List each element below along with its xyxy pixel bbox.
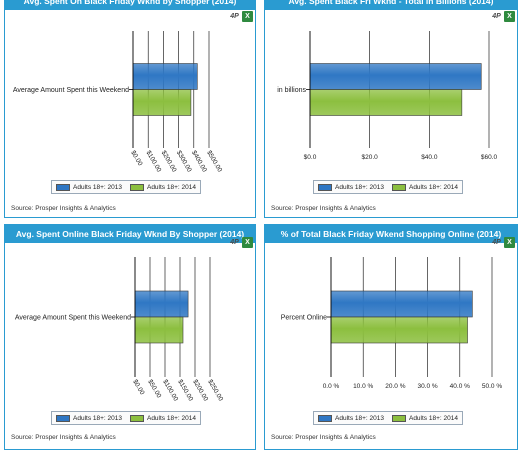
pdf-icon[interactable]: 4P [492, 239, 501, 246]
chart-panel-online-per-shopper: Avg. Spent Online Black Friday Wknd By S… [4, 224, 256, 450]
source-note: Source: Prosper Insights & Analytics [271, 205, 376, 212]
chart-title: Avg. Spent Black Fri Wknd - Total in Bil… [265, 0, 517, 10]
legend-label: Adults 18+: 2014 [408, 414, 458, 422]
x-tick-label: $60.0 [481, 154, 498, 161]
chart-legend: Adults 18+: 2013 Adults 18+: 2014 [313, 180, 463, 194]
x-tick-label: 10.0 % [353, 383, 373, 390]
excel-icon[interactable]: X [504, 237, 515, 248]
x-tick-label: $250.00 [206, 379, 224, 403]
chart-panel-percent-online: % of Total Black Friday Wkend Shopping O… [264, 224, 518, 450]
legend-swatch-2013 [318, 414, 332, 422]
legend-label: Adults 18+: 2014 [146, 414, 196, 422]
x-tick-label: $50.00 [146, 379, 162, 400]
category-label: in billions [277, 87, 306, 94]
legend-label: Adults 18+: 2014 [408, 183, 458, 191]
legend-item-2014: Adults 18+: 2014 [129, 414, 196, 422]
legend-swatch-2014 [391, 183, 406, 191]
bar-2013[interactable] [309, 63, 482, 90]
legend-item-2013: Adults 18+: 2013 [56, 183, 122, 191]
bar-2013[interactable] [330, 290, 473, 318]
chart-panel-avg-spent-per-shopper: Avg. Spent On Black Friday Wknd by Shopp… [4, 0, 256, 218]
category-label: Average Amount Spent this Weekend [15, 315, 131, 322]
legend-label: Adults 18+: 2013 [335, 414, 384, 422]
chart-title: % of Total Black Friday Wkend Shopping O… [265, 225, 517, 243]
x-tick-label: $20.0 [362, 154, 379, 161]
pdf-icon[interactable]: 4P [230, 239, 239, 246]
category-label: Percent Online [281, 315, 327, 322]
excel-icon[interactable]: X [242, 237, 253, 248]
legend-swatch-2014 [391, 414, 406, 422]
bar-2014[interactable] [132, 89, 192, 116]
pdf-icon[interactable]: 4P [230, 13, 239, 20]
bar-2014[interactable] [330, 316, 468, 344]
legend-item-2014: Adults 18+: 2014 [129, 183, 196, 191]
excel-icon[interactable]: X [504, 11, 515, 22]
legend-swatch-2013 [56, 183, 70, 191]
chart-legend: Adults 18+: 2013 Adults 18+: 2014 [51, 411, 201, 425]
bar-2013[interactable] [134, 290, 189, 318]
legend-item-2014: Adults 18+: 2014 [391, 414, 458, 422]
legend-label: Adults 18+: 2013 [73, 183, 122, 191]
legend-item-2013: Adults 18+: 2013 [318, 183, 384, 191]
x-tick-label: $0.00 [129, 150, 143, 168]
legend-swatch-2013 [318, 183, 332, 191]
legend-swatch-2013 [56, 414, 70, 422]
bar-chart: Average Amount Spent this Weekend $0.00 $5… [15, 257, 224, 403]
category-label: Average Amount Spent this Weekend [13, 87, 129, 94]
bar-2013[interactable] [132, 63, 198, 90]
chart-toolbar: 4P X [491, 237, 515, 249]
legend-swatch-2014 [129, 183, 144, 191]
legend-swatch-2014 [129, 414, 144, 422]
chart-title: Avg. Spent Online Black Friday Wknd By S… [5, 225, 255, 243]
chart-panel-total-billions: Avg. Spent Black Fri Wknd - Total in Bil… [264, 0, 518, 218]
legend-label: Adults 18+: 2013 [335, 183, 384, 191]
legend-label: Adults 18+: 2013 [73, 414, 122, 422]
chart-toolbar: 4P X [491, 11, 515, 23]
legend-item-2014: Adults 18+: 2014 [391, 183, 458, 191]
x-tick-label: 40.0 % [450, 383, 470, 390]
pdf-icon[interactable]: 4P [492, 13, 501, 20]
x-tick-label: $0.0 [304, 154, 317, 161]
legend-label: Adults 18+: 2014 [146, 183, 196, 191]
bar-2014[interactable] [309, 89, 463, 116]
chart-legend: Adults 18+: 2013 Adults 18+: 2014 [313, 411, 463, 425]
chart-legend: Adults 18+: 2013 Adults 18+: 2014 [51, 180, 201, 194]
x-tick-label: 20.0 % [385, 383, 405, 390]
bar-chart: in billions $0.0 $20.0 $40.0 $60.0 [277, 31, 498, 161]
x-tick-label: 50.0 % [482, 383, 502, 390]
source-note: Source: Prosper Insights & Analytics [11, 205, 116, 212]
x-tick-label: $40.0 [421, 154, 438, 161]
x-tick-label: 0.0 % [323, 383, 340, 390]
x-tick-label: $0.00 [131, 379, 145, 397]
legend-item-2013: Adults 18+: 2013 [318, 414, 384, 422]
chart-title: Avg. Spent On Black Friday Wknd by Shopp… [5, 0, 255, 10]
source-note: Source: Prosper Insights & Analytics [11, 434, 116, 441]
bar-2014[interactable] [134, 316, 184, 344]
bar-chart: Average Amount Spent this Weekend$0.00 $1… [13, 31, 223, 174]
chart-toolbar: 4P X [229, 11, 253, 23]
x-tick-label: 30.0 % [417, 383, 437, 390]
legend-item-2013: Adults 18+: 2013 [56, 414, 122, 422]
source-note: Source: Prosper Insights & Analytics [271, 434, 376, 441]
x-tick-label: $500.00 [205, 150, 223, 174]
excel-icon[interactable]: X [242, 11, 253, 22]
bar-chart: Percent Online 0.0 % 10.0 % 20.0 % 30.0 % 40.… [281, 257, 502, 390]
chart-toolbar: 4P X [229, 237, 253, 249]
